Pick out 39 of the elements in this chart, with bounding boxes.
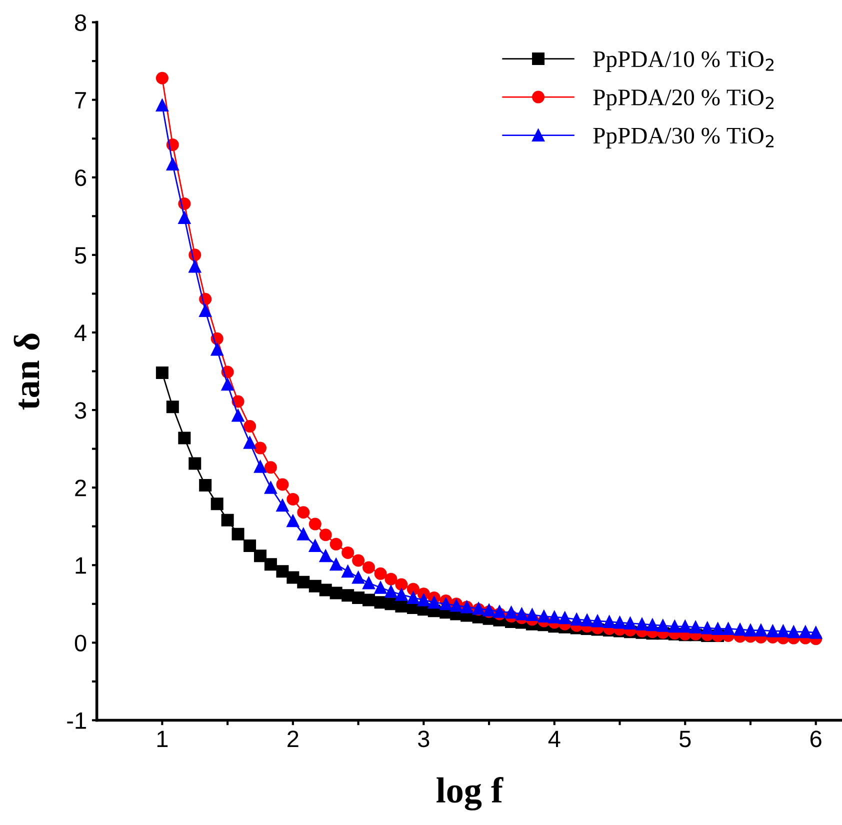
x-tick-label: 2 (288, 730, 298, 748)
point (188, 457, 202, 470)
x-tick-label: 6 (810, 730, 822, 748)
y-tick-label: 4 (74, 324, 86, 342)
y-axis-title: tan δ (14, 334, 40, 410)
point (156, 366, 168, 380)
y-tick-label: 0 (74, 634, 86, 652)
point (199, 479, 212, 492)
point (308, 580, 322, 592)
point (221, 514, 234, 526)
y-tick-label: 3 (74, 402, 86, 419)
point (178, 432, 191, 444)
point (210, 498, 224, 510)
y-tick-label: 5 (74, 247, 86, 264)
point (166, 400, 179, 414)
x-tick-label: 3 (418, 730, 430, 748)
point (264, 558, 277, 571)
legend-label: PpPDA/30 % TiO$_{2}$ (593, 128, 774, 148)
x-tick-label: 5 (680, 730, 691, 748)
y-tick-label: 2 (75, 480, 86, 496)
x-tick-label: 1 (157, 730, 168, 748)
y-tick-label: 8 (75, 14, 86, 32)
point (244, 539, 256, 552)
point (232, 528, 244, 540)
point (276, 565, 289, 578)
point (319, 584, 332, 596)
point (362, 594, 375, 606)
y-tick-label: 6 (75, 169, 86, 186)
x-axis-title: log f (436, 776, 504, 810)
point (297, 576, 310, 588)
point (254, 550, 266, 562)
legend-label: PpPDA/20 % TiO$_{2}$ (593, 89, 774, 110)
legend-label: PpPDA/10 % TiO$_{2}$ (593, 51, 774, 72)
point (330, 586, 342, 600)
point (286, 571, 300, 584)
x-tick-label: 4 (548, 730, 560, 748)
y-tick-label: 1 (76, 557, 86, 574)
y-tick-label: -1 (67, 712, 86, 729)
y-tick-label: 7 (75, 92, 86, 108)
